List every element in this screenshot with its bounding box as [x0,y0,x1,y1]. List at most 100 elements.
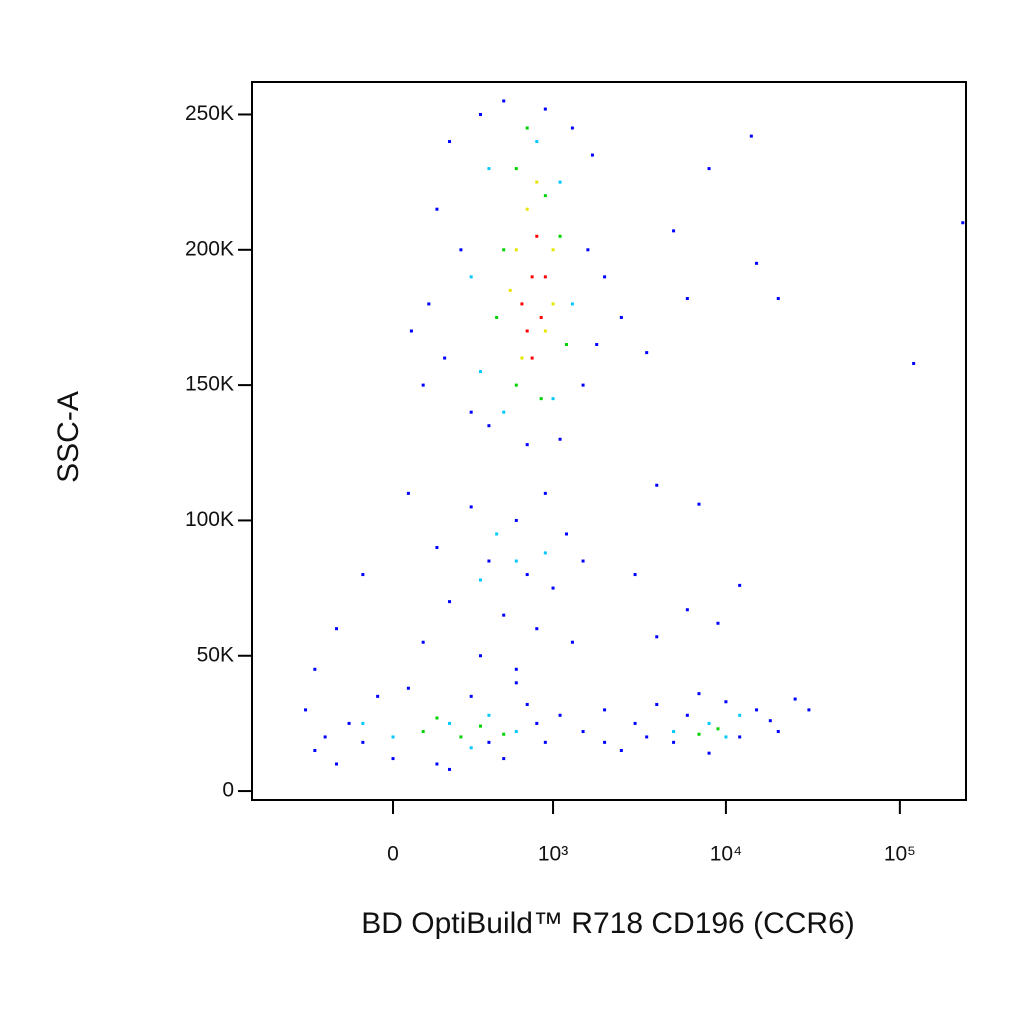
event-dot [514,681,518,685]
event-dot [749,134,753,138]
event-dot [435,207,439,211]
plot-frame [251,81,967,801]
event-dot [697,692,701,696]
y-tick-label: 200K [185,237,234,260]
event-dot [487,559,491,563]
event-dot [502,248,506,252]
event-dot [633,573,637,577]
event-dot [495,315,499,319]
event-dot [514,248,518,252]
event-dot [570,126,574,130]
event-dot [469,694,473,698]
event-dot [603,708,607,712]
event-dot [313,667,317,671]
event-dot [502,99,506,103]
event-dot [645,735,649,739]
event-dot [564,532,568,536]
event-dot [581,730,585,734]
event-dot [603,275,607,279]
event-dot [421,640,425,644]
event-dot [672,740,676,744]
event-dot [514,383,518,387]
event-dot [409,329,413,333]
event-dot [672,730,676,734]
event-dot [535,721,539,725]
event-dot [655,483,659,487]
event-dot [738,583,742,587]
event-dot [525,329,529,333]
event-dot [961,221,965,225]
event-dot [645,351,649,355]
event-dot [435,762,439,766]
event-dot [478,370,482,374]
event-dot [551,302,555,306]
event-dot [514,167,518,171]
event-dot [570,640,574,644]
event-dot [448,767,452,771]
event-dot [406,686,410,690]
event-dot [361,740,365,744]
event-dot [543,740,547,744]
event-dot [502,410,506,414]
event-dot [459,248,463,252]
event-dot [376,694,380,698]
event-dot [406,491,410,495]
event-dot [391,757,395,761]
y-tick-label: 0 [222,779,234,802]
event-dot [313,748,317,752]
event-dot [335,762,339,766]
event-dot [655,635,659,639]
event-dot [535,180,539,184]
event-dot [520,302,524,306]
event-dot [672,229,676,233]
event-dot [478,724,482,728]
event-dot [543,491,547,495]
event-dot [502,757,506,761]
event-dot [619,748,623,752]
event-dot [707,167,711,171]
event-dot [619,315,623,319]
event-dot [495,532,499,536]
event-dot [525,126,529,130]
event-dot [581,559,585,563]
event-dot [581,383,585,387]
event-dot [768,719,772,723]
event-dot [514,559,518,563]
event-dot [514,518,518,522]
y-tick-label: 100K [185,508,234,531]
event-dot [595,343,599,347]
event-dot [469,505,473,509]
event-dot [551,397,555,401]
event-dot [535,140,539,144]
event-dot [530,275,534,279]
event-dot [707,751,711,755]
event-dot [543,329,547,333]
event-dot [448,600,452,604]
event-dot [487,713,491,717]
event-dot [912,361,916,365]
event-dot [435,545,439,549]
event-dot [435,716,439,720]
event-dot [391,735,395,739]
event-dot [755,261,759,265]
event-dot [738,735,742,739]
event-dot [448,140,452,144]
event-dot [807,708,811,712]
event-dot [558,180,562,184]
event-dot [469,275,473,279]
event-dot [304,708,308,712]
event-dot [590,153,594,157]
event-dot [502,613,506,617]
y-tick-label: 250K [185,102,234,125]
event-dot [535,234,539,238]
event-dot [487,167,491,171]
event-dot [603,740,607,744]
event-dot [539,397,543,401]
event-dot [633,721,637,725]
event-dot [724,735,728,739]
event-dot [570,302,574,306]
event-dot [478,112,482,116]
event-dot [525,207,529,211]
event-dot [707,721,711,725]
event-dot [551,586,555,590]
